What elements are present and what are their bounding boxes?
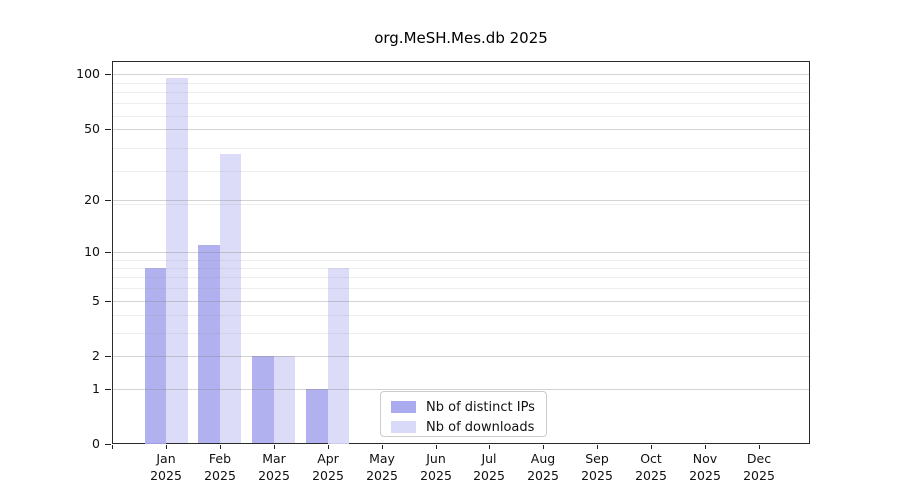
x-axis-tick (166, 445, 167, 449)
y-axis-tick-label: 100 (76, 66, 100, 81)
legend: Nb of distinct IPs Nb of downloads (380, 391, 547, 437)
plot-area (112, 61, 810, 444)
gridline-major (113, 200, 809, 201)
bar-nb-of-distinct-ips-apr (306, 388, 328, 444)
gridline-major (113, 389, 809, 390)
y-axis-tick (105, 129, 111, 130)
x-axis-tick (220, 445, 221, 449)
x-axis-tick-label: Jun 2025 (420, 451, 452, 483)
gridline-minor (113, 315, 809, 316)
y-axis-tick-label: 1 (92, 381, 100, 396)
x-axis-tick (705, 445, 706, 449)
x-axis-tick-label: May 2025 (366, 451, 398, 483)
gridline-minor (113, 277, 809, 278)
x-axis-edge-tick (112, 445, 113, 449)
legend-swatch-icon (391, 401, 416, 413)
x-axis-tick (759, 445, 760, 449)
legend-label: Nb of distinct IPs (426, 399, 535, 415)
x-axis-tick-label: Jan 2025 (150, 451, 182, 483)
gridline-major (113, 74, 809, 75)
x-axis-tick-label: Oct 2025 (635, 451, 667, 483)
x-axis-tick (543, 445, 544, 449)
gridline-minor (113, 171, 809, 172)
x-axis-tick (274, 445, 275, 449)
y-axis-tick (105, 74, 111, 75)
gridline-major (113, 252, 809, 253)
y-axis-tick (105, 301, 111, 302)
gridline-minor (113, 116, 809, 117)
y-axis-tick (105, 200, 111, 201)
y-axis-tick-label: 0 (92, 436, 100, 451)
y-axis-tick-label: 50 (84, 121, 100, 136)
legend-item: Nb of downloads (391, 419, 536, 435)
gridline-minor (113, 103, 809, 104)
gridline-minor (113, 260, 809, 261)
bar-nb-of-downloads-feb (219, 154, 242, 444)
legend-item: Nb of distinct IPs (391, 399, 536, 415)
y-axis-tick-label: 10 (84, 244, 100, 259)
x-axis-tick-label: Sep 2025 (581, 451, 613, 483)
bar-nb-of-distinct-ips-mar (252, 356, 274, 444)
x-axis-tick-label: Jul 2025 (473, 451, 505, 483)
bar-nb-of-downloads-jan (166, 77, 188, 444)
gridline-minor (113, 288, 809, 289)
gridline-minor (113, 204, 809, 205)
x-axis-tick (436, 445, 437, 449)
gridline-minor (113, 83, 809, 84)
gridline-minor (113, 268, 809, 269)
y-axis-tick (105, 444, 111, 445)
x-axis-tick (382, 445, 383, 449)
y-axis-tick-label: 5 (92, 293, 100, 308)
y-axis-tick-label: 2 (92, 348, 100, 363)
legend-label: Nb of downloads (426, 419, 535, 435)
legend-swatch-icon (391, 421, 416, 433)
gridline-minor (113, 92, 809, 93)
x-axis-tick (489, 445, 490, 449)
y-axis-tick-label: 20 (84, 192, 100, 207)
gridline-major (113, 301, 809, 302)
y-axis-tick (105, 389, 111, 390)
gridline-minor (113, 333, 809, 334)
x-axis-tick-label: Mar 2025 (258, 451, 290, 483)
bar-nb-of-downloads-mar (273, 356, 296, 444)
gridline-major (113, 129, 809, 130)
y-axis-tick (105, 356, 111, 357)
x-axis-tick-label: Nov 2025 (689, 451, 721, 483)
gridline-major (113, 356, 809, 357)
x-axis-tick (328, 445, 329, 449)
y-axis-tick (105, 252, 111, 253)
x-axis-tick (597, 445, 598, 449)
chart-title: org.MeSH.Mes.db 2025 (374, 29, 548, 47)
gridline-minor (113, 148, 809, 149)
x-axis-tick (651, 445, 652, 449)
x-axis-tick-label: Dec 2025 (743, 451, 775, 483)
bar-nb-of-distinct-ips-jan (144, 268, 166, 444)
x-axis-tick-label: Apr 2025 (312, 451, 344, 483)
x-axis-tick-label: Aug 2025 (527, 451, 559, 483)
bar-nb-of-distinct-ips-feb (198, 244, 220, 444)
bar-nb-of-downloads-apr (327, 268, 350, 444)
x-axis-tick-label: Feb 2025 (204, 451, 236, 483)
